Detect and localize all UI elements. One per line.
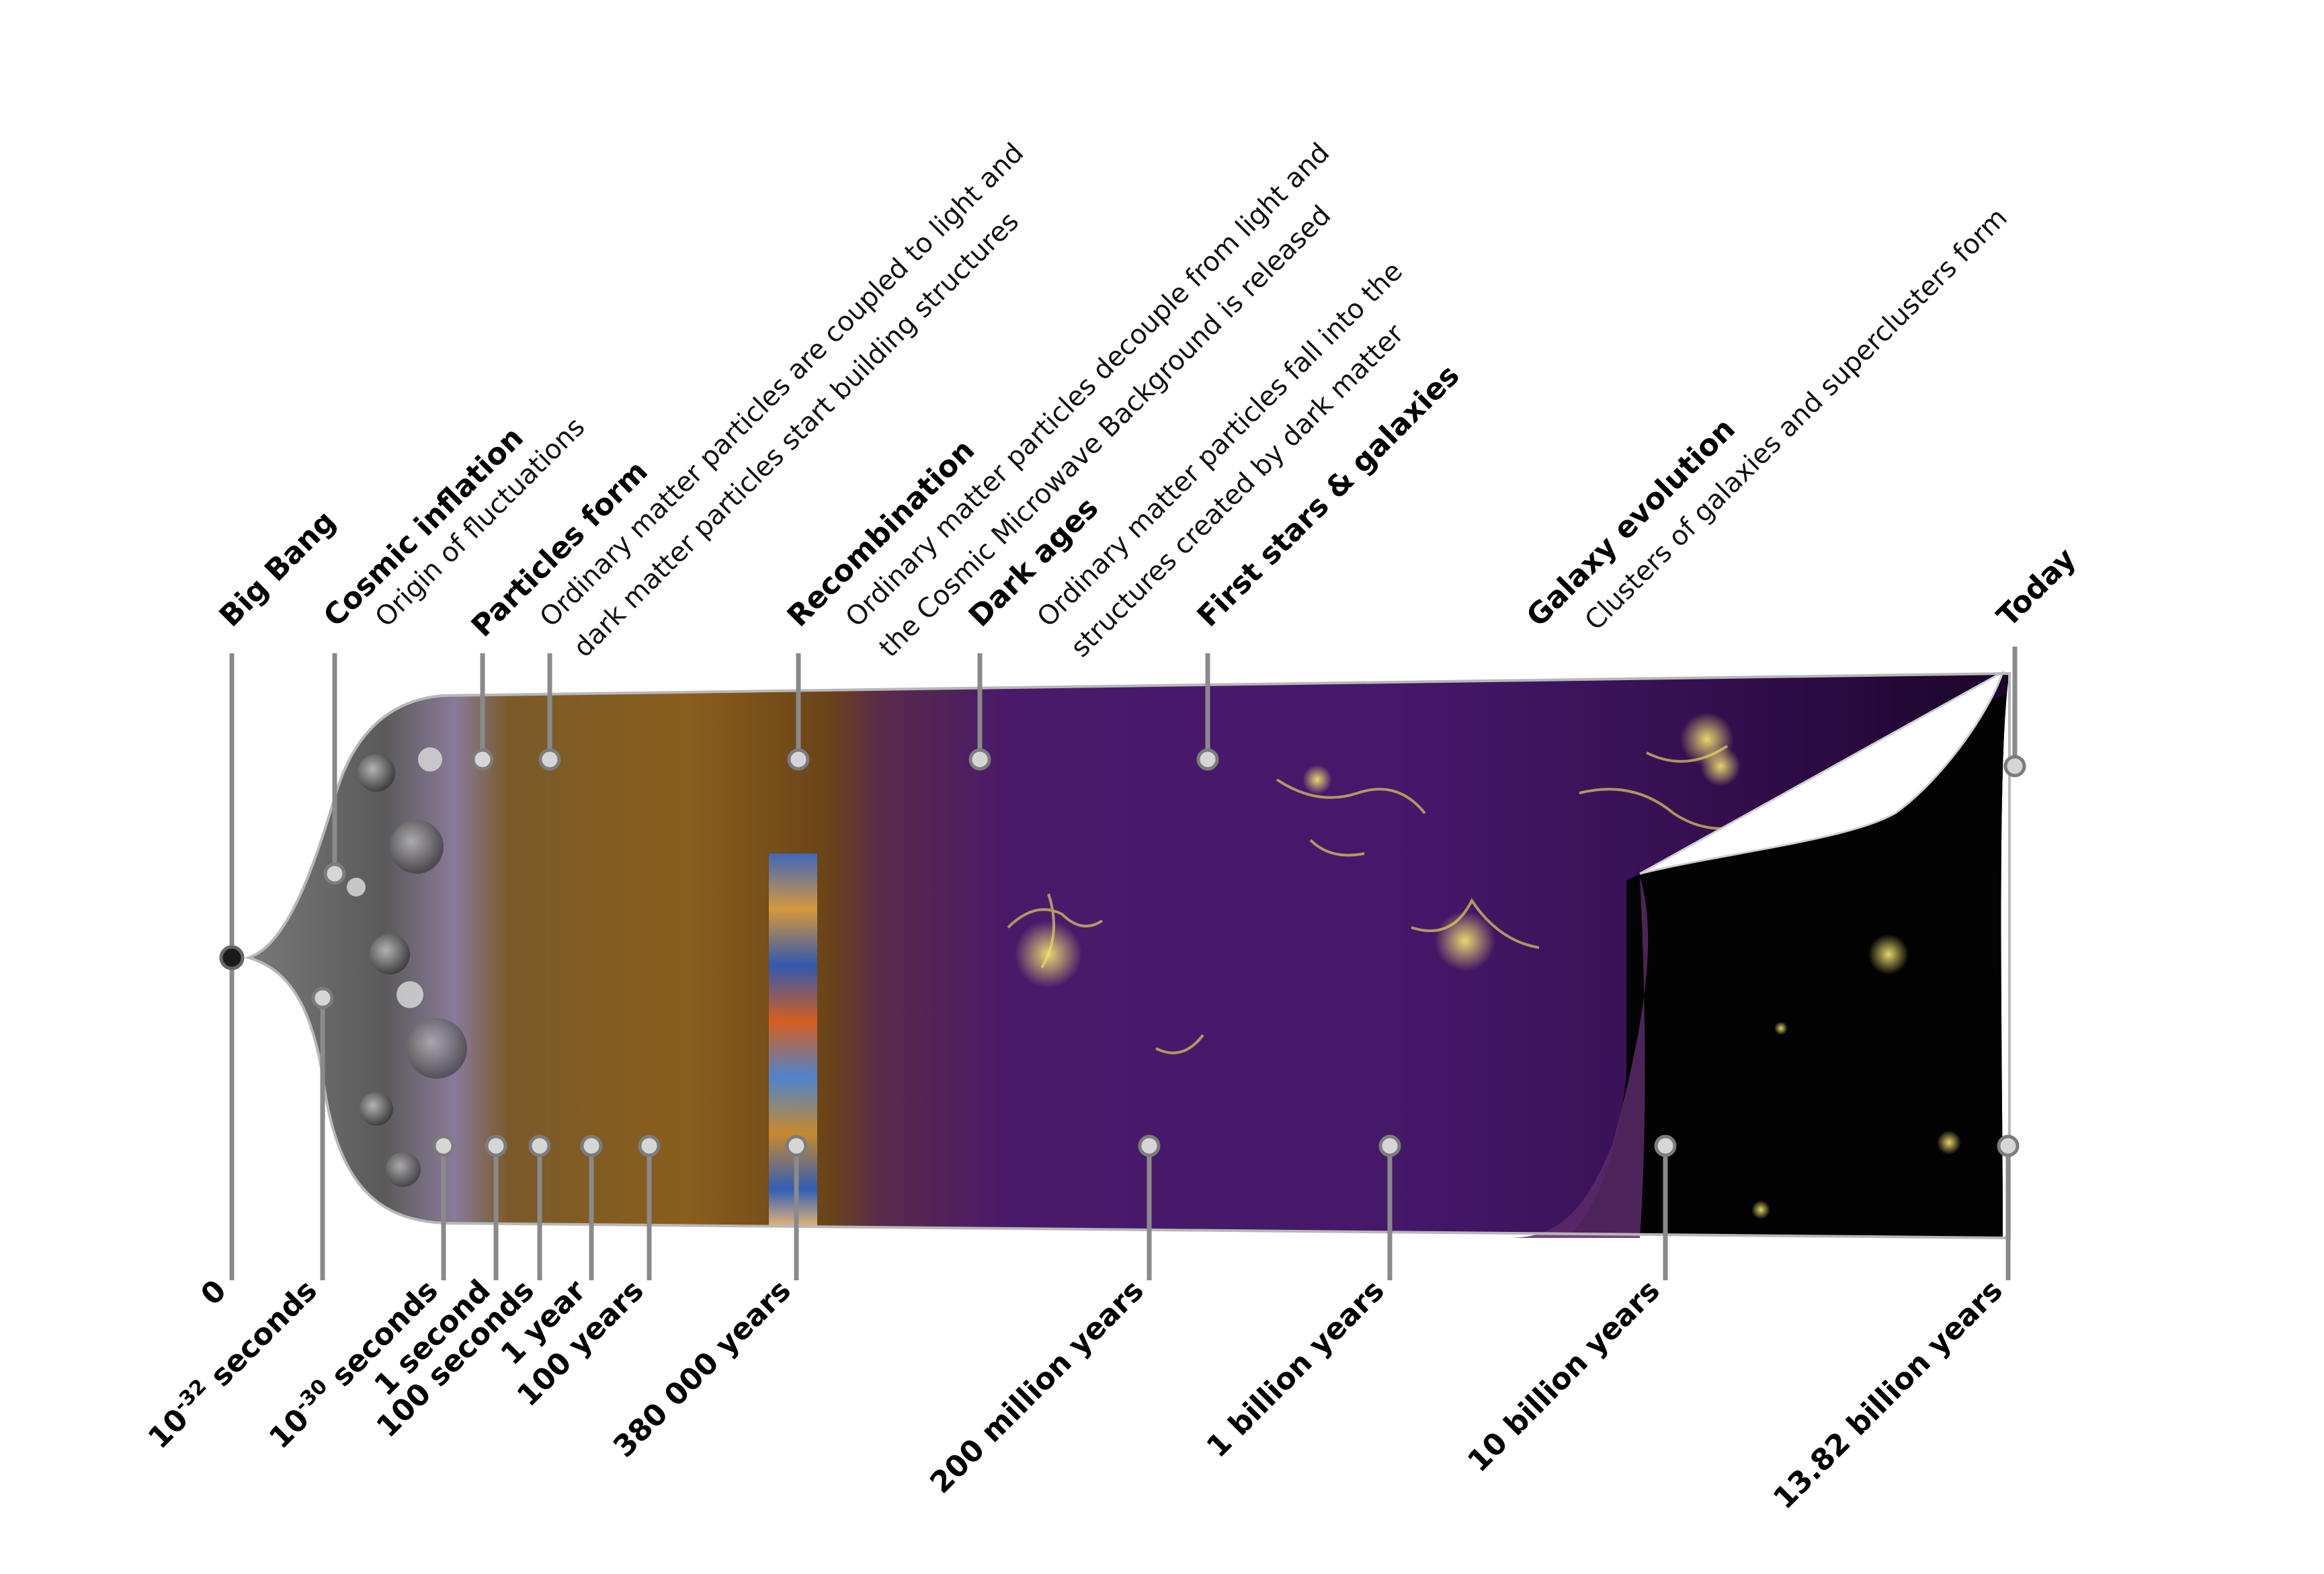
time-marker [638, 1134, 661, 1157]
time-label: 10 billion years [1461, 1274, 1667, 1479]
era-marker [471, 748, 494, 771]
era-marker [538, 748, 561, 771]
universe-band [249, 673, 2009, 1238]
era-marker [968, 748, 991, 771]
era-marker [2003, 755, 2026, 778]
time-marker [785, 1134, 808, 1157]
era-title: Today [1991, 542, 2083, 634]
era-marker [787, 748, 810, 771]
inflation-bubbles [347, 747, 467, 1187]
curl-underside [1512, 877, 1649, 1238]
time-label: 1 billion years [1200, 1274, 1391, 1464]
time-marker [1138, 1134, 1161, 1157]
time-marker [1378, 1134, 1401, 1157]
time-label: 13.82 billion years [1767, 1274, 2009, 1516]
time-label: 0 [194, 1274, 233, 1313]
era-marker [1196, 748, 1219, 771]
time-marker [1997, 1134, 2020, 1157]
page-curl [1639, 669, 2005, 875]
time-marker [485, 1134, 507, 1157]
cmb-strip [769, 854, 817, 1227]
timeline-markers [219, 748, 2026, 1157]
timeline-stems [229, 647, 2018, 1280]
time-label: 200 million years [923, 1274, 1151, 1501]
time-marker [528, 1134, 551, 1157]
big-bang-marker [219, 945, 245, 970]
galaxy-clusters [1015, 712, 1741, 988]
time-marker [432, 1134, 455, 1157]
today-region [1566, 692, 2009, 1238]
today-galaxies [1751, 934, 1961, 1219]
time-marker [580, 1134, 603, 1157]
time-marker [311, 987, 334, 1009]
time-marker [1654, 1134, 1677, 1157]
era-description: Clusters of galaxies and superclusters f… [1579, 202, 2014, 636]
era-marker [323, 862, 346, 885]
